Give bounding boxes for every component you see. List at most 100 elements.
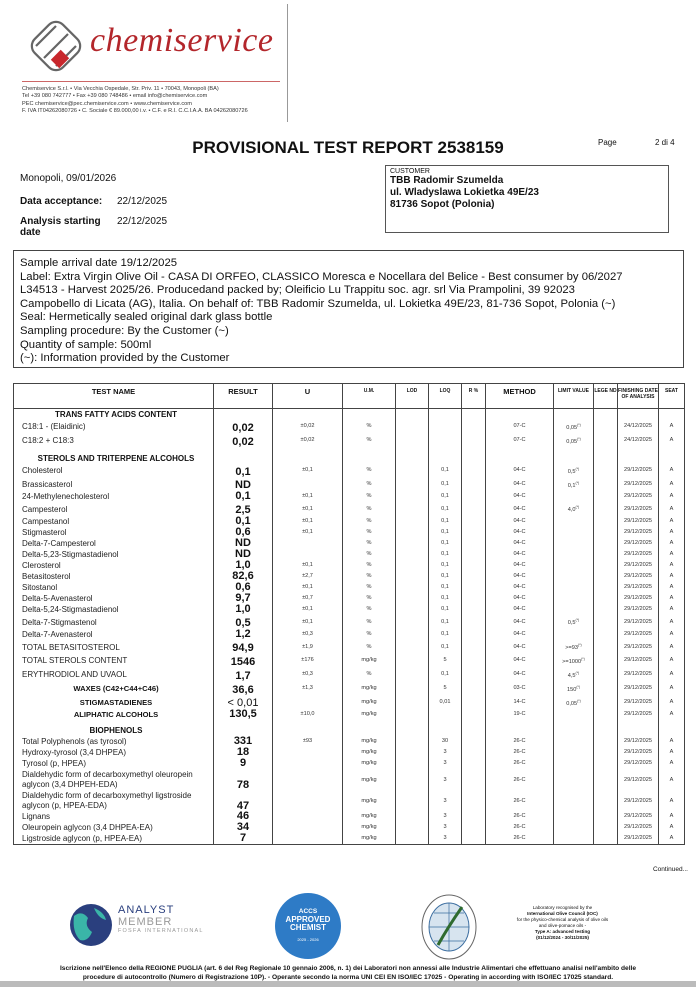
legend-cell	[593, 408, 618, 420]
test-name-cell: Betasitosterol	[13, 571, 214, 583]
u-cell: ±0,1	[272, 604, 343, 616]
u-cell	[272, 695, 343, 710]
table-row: Brassicasterol ND% 0,1 04-C 0,1(*) 29/12/2025…	[13, 477, 685, 492]
seat-cell: A	[658, 463, 685, 478]
um-cell: mg/kg	[342, 822, 396, 834]
table-row: Lignans 46 mg/kg 3 26-C 29/12/2025 A	[13, 811, 685, 823]
lod-cell	[395, 538, 429, 550]
loq-cell: 3	[428, 833, 462, 845]
table-row: WAXES (C42+C44+C46) 36,6 ±1,3 mg/kg 5 03-C 150…	[13, 681, 685, 696]
table-row: Delta-7-Campesterol ND% 0,1 04-C 29/12/2025 A	[13, 538, 685, 550]
date-cell: 29/12/2025	[617, 747, 659, 759]
result-cell: 82,6	[213, 571, 273, 583]
um-cell	[342, 452, 396, 464]
method-cell: 04-C	[485, 516, 554, 528]
table-row: STIGMASTADIENES < 0,01 mg/kg 0,01 14-C 0,05(*…	[13, 695, 685, 710]
column-header-legend: LEGE ND	[593, 383, 618, 409]
date-cell	[617, 408, 659, 420]
u-cell: ±93	[272, 736, 343, 748]
method-cell: 04-C	[485, 502, 554, 517]
limit-cell	[553, 833, 594, 845]
r-cell	[461, 725, 486, 737]
result-cell: 78	[213, 769, 273, 791]
lod-cell	[395, 433, 429, 448]
um-cell: %	[342, 527, 396, 539]
method-cell	[485, 452, 554, 464]
result-cell: 1,7	[213, 667, 273, 682]
table-row: Delta-7-Stigmastenol 0,5 ±0,1% 0,1 04-C 0,5(*…	[13, 615, 685, 630]
empty-cell	[658, 720, 685, 726]
r-cell	[461, 615, 486, 630]
limit-note: (*)	[575, 480, 580, 485]
legend-cell	[593, 629, 618, 641]
footer-legal: Iscrizione nell'Elenco della REGIONE PUG…	[0, 964, 696, 982]
result-cell	[213, 452, 273, 464]
company-address: Chemiservice S.r.l. • Via Vecchia Ospeda…	[22, 86, 248, 115]
test-name-cell: WAXES (C42+C44+C46)	[13, 681, 214, 696]
date-cell: 29/12/2025	[617, 463, 659, 478]
r-cell	[461, 758, 486, 770]
result-cell: 130,5	[213, 709, 273, 721]
r-cell	[461, 549, 486, 561]
lod-cell	[395, 420, 429, 434]
date-cell: 29/12/2025	[617, 667, 659, 682]
result-cell: 331	[213, 736, 273, 748]
method-cell: 04-C	[485, 593, 554, 605]
date-cell: 29/12/2025	[617, 790, 659, 812]
limit-cell: 0,05(*)	[553, 695, 594, 710]
empty-cell	[461, 720, 486, 726]
test-name-cell: Hydroxy-tyrosol (3,4 DHPEA)	[13, 747, 214, 759]
um-cell: %	[342, 615, 396, 630]
seat-cell: A	[658, 538, 685, 550]
legend-cell	[593, 681, 618, 696]
customer-box: CUSTOMER TBB Radomir Szumelda ul. Wladys…	[385, 165, 669, 233]
contact-line: Tel +39 080 742777 • Fax +39 080 748486 …	[22, 93, 208, 100]
limit-value: 0,05	[566, 424, 578, 431]
test-name-cell: Delta-5,23-Stigmastadienol	[13, 549, 214, 561]
limit-cell	[553, 769, 594, 791]
sample-info-line: (~): Information provided by the Custome…	[20, 352, 230, 365]
lod-cell	[395, 654, 429, 668]
table-row: C18:2 + C18:3 0,02 ±0,02% 07-C 0,05(*) 24/12/…	[13, 433, 685, 448]
loq-cell: 0,1	[428, 477, 462, 492]
fosa-text: FOSFA INTERNATIONAL	[118, 928, 204, 934]
lod-cell	[395, 747, 429, 759]
date-cell: 29/12/2025	[617, 833, 659, 845]
seat-cell: A	[658, 747, 685, 759]
r-cell	[461, 811, 486, 823]
method-cell: 14-C	[485, 695, 554, 710]
table-row: Tyrosol (p, HPEA) 9 mg/kg 3 26-C 29/12/2025 A	[13, 758, 685, 770]
test-name-cell: STEROLS AND TRITERPENE ALCOHOLS	[13, 452, 214, 464]
result-cell: 36,6	[213, 681, 273, 696]
legend-cell	[593, 790, 618, 812]
method-cell: 04-C	[485, 477, 554, 492]
lod-cell	[395, 491, 429, 503]
result-cell: 9,7	[213, 593, 273, 605]
lod-cell	[395, 833, 429, 845]
u-cell: ±1,9	[272, 640, 343, 655]
accs-text: CHEMIST	[290, 923, 326, 932]
table-row: Delta-5,23-Stigmastadienol ND% 0,1 04-C 29/1…	[13, 549, 685, 561]
method-cell	[485, 408, 554, 420]
acceptance-value: 22/12/2025	[117, 196, 168, 207]
empty-cell	[617, 720, 659, 726]
empty-cell	[553, 447, 594, 453]
um-cell: mg/kg	[342, 769, 396, 791]
seat-cell: A	[658, 769, 685, 791]
table-row: TOTAL BETASITOSTEROL 94,9 ±1,9% 0,1 04-C >=93…	[13, 640, 685, 655]
method-cell: 04-C	[485, 538, 554, 550]
r-cell	[461, 452, 486, 464]
table-row: 24-Methylenecholesterol 0,1 ±0,1% 0,1 04-C 29…	[13, 491, 685, 503]
limit-note: (*)	[575, 670, 580, 675]
lod-cell	[395, 560, 429, 572]
header-row: TEST NAME RESULT U U.M. LOD LOQ R % METHOD LIMIT…	[13, 383, 685, 409]
date-cell: 29/12/2025	[617, 681, 659, 696]
divider	[22, 81, 280, 82]
lod-cell	[395, 527, 429, 539]
legend-cell	[593, 463, 618, 478]
table-row: Dialdehydic form of decarboxymethyl oleu…	[13, 769, 685, 791]
table-row: Betasitosterol 82,6 ±2,7% 0,1 04-C 29/12/2025…	[13, 571, 685, 583]
r-cell	[461, 736, 486, 748]
um-cell: %	[342, 593, 396, 605]
test-name-cell: BIOPHENOLS	[13, 725, 214, 737]
